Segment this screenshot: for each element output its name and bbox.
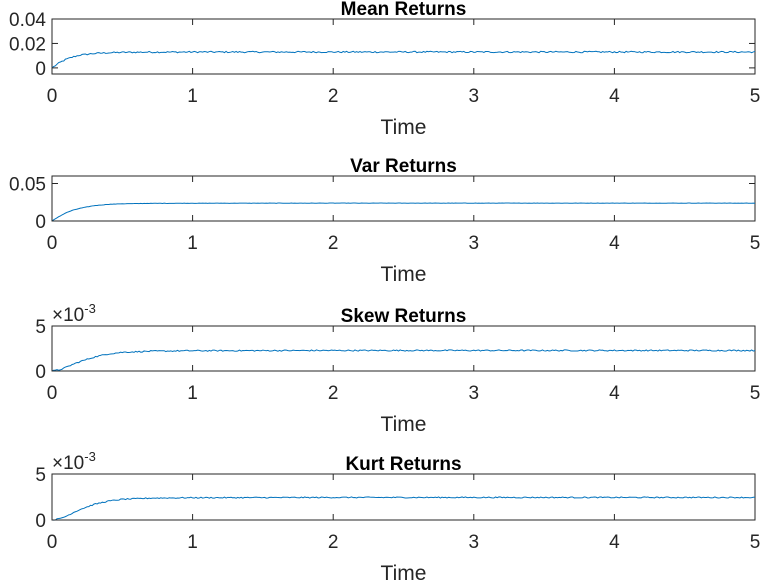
x-tick-label: 2 bbox=[328, 383, 339, 404]
y-tick-label: 0.04 bbox=[9, 10, 46, 31]
x-tick-label: 5 bbox=[750, 86, 761, 107]
axes-box bbox=[51, 175, 756, 222]
y-tick-label: 0 bbox=[35, 212, 46, 233]
x-axis-label: Time bbox=[381, 116, 427, 139]
x-tick-label: 3 bbox=[469, 532, 480, 553]
y-tick-label: 0 bbox=[35, 59, 46, 80]
x-tick-label: 1 bbox=[187, 532, 198, 553]
panel-3: 0 1 2 3 4 5 0 5 ×10-3 Skew Returns Time bbox=[35, 301, 760, 436]
series-line bbox=[51, 50, 756, 69]
x-tick-label: 0 bbox=[47, 86, 58, 107]
x-tick-label: 2 bbox=[328, 233, 339, 254]
series-line bbox=[51, 202, 756, 222]
panel-1: 0 1 2 3 4 5 0 0.02 0.04 Mean Returns Time bbox=[9, 0, 760, 139]
y-exponent-label: ×10-3 bbox=[52, 301, 96, 326]
x-tick-label: 0 bbox=[47, 233, 58, 254]
x-tick-label: 5 bbox=[750, 532, 761, 553]
y-tick-label: 0 bbox=[35, 362, 46, 383]
x-tick-label: 0 bbox=[47, 383, 58, 404]
panel-title: Kurt Returns bbox=[345, 454, 461, 475]
x-tick-label: 4 bbox=[609, 233, 620, 254]
panel-2: 0 1 2 3 4 5 0 0.05 Var Returns Time bbox=[9, 156, 760, 286]
y-tick-label: 5 bbox=[35, 465, 46, 486]
y-tick-label: 0 bbox=[35, 511, 46, 532]
x-tick-label: 4 bbox=[609, 383, 620, 404]
x-tick-label: 1 bbox=[187, 233, 198, 254]
x-tick-label: 4 bbox=[609, 86, 620, 107]
axes-box bbox=[51, 473, 756, 521]
panel-title: Skew Returns bbox=[341, 306, 467, 327]
panel-title: Var Returns bbox=[350, 156, 457, 177]
axes-box bbox=[51, 325, 756, 372]
x-tick-label: 3 bbox=[469, 86, 480, 107]
y-tick-label: 0.05 bbox=[9, 175, 46, 196]
x-tick-label: 5 bbox=[750, 383, 761, 404]
x-tick-label: 3 bbox=[469, 383, 480, 404]
x-axis-label: Time bbox=[381, 562, 427, 585]
x-tick-label: 1 bbox=[187, 86, 198, 107]
x-tick-label: 2 bbox=[328, 532, 339, 553]
y-tick-label: 5 bbox=[35, 317, 46, 338]
series-line bbox=[51, 496, 756, 521]
series-line bbox=[51, 349, 756, 372]
x-tick-label: 3 bbox=[469, 233, 480, 254]
x-tick-label: 2 bbox=[328, 86, 339, 107]
axes-box bbox=[51, 18, 756, 75]
panel-4: 0 1 2 3 4 5 0 5 ×10-3 Kurt Returns Time bbox=[35, 449, 760, 585]
y-exponent-label: ×10-3 bbox=[52, 449, 96, 474]
x-tick-label: 0 bbox=[47, 532, 58, 553]
x-tick-label: 4 bbox=[609, 532, 620, 553]
y-tick-label: 0.02 bbox=[9, 34, 46, 55]
x-axis-label: Time bbox=[381, 413, 427, 436]
x-tick-label: 1 bbox=[187, 383, 198, 404]
x-axis-label: Time bbox=[381, 263, 427, 286]
x-tick-label: 5 bbox=[750, 233, 761, 254]
panel-title: Mean Returns bbox=[341, 0, 467, 20]
